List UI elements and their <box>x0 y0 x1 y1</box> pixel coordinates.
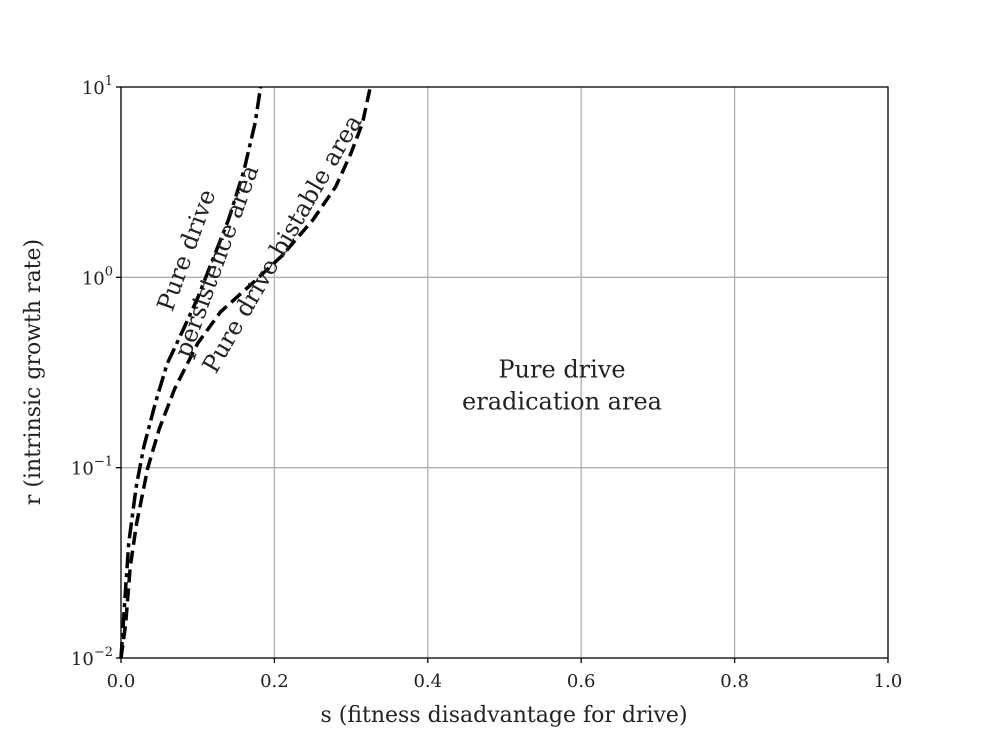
x-tick-label: 0.0 <box>107 671 136 692</box>
series-line-dashdot <box>119 86 263 659</box>
y-axis-label: r (intrinsic growth rate) <box>21 239 46 505</box>
y-tick-exponent: 1 <box>105 74 113 89</box>
annotation-line: eradication area <box>462 388 662 416</box>
series-line-dashed <box>119 86 373 659</box>
x-tick-label: 0.2 <box>260 671 289 692</box>
annotation: Pure drive eradication area <box>462 356 662 416</box>
x-tick-label: 0.8 <box>720 671 749 692</box>
x-tick-label: 0.4 <box>413 671 442 692</box>
y-tick-label: 10−1 <box>71 455 113 480</box>
y-tick-base: 10 <box>82 78 105 99</box>
y-tick-label: 10−2 <box>71 645 113 670</box>
plot-frame <box>120 86 889 659</box>
y-tick-label: 100 <box>82 264 113 289</box>
y-tick-base: 10 <box>82 268 105 289</box>
y-tick-exponent: −1 <box>94 455 113 470</box>
curves <box>119 86 373 659</box>
x-tick-label: 0.6 <box>567 671 596 692</box>
y-tick-base: 10 <box>71 459 94 480</box>
y-tick-label: 101 <box>82 74 113 99</box>
y-tick-exponent: 0 <box>105 264 113 279</box>
grid <box>121 87 888 658</box>
y-tick-exponent: −2 <box>94 645 113 660</box>
annotation-line: Pure drive <box>498 356 625 384</box>
x-axis-label: s (fitness disadvantage for drive) <box>320 703 687 728</box>
x-tick-label: 1.0 <box>874 671 903 692</box>
y-tick-base: 10 <box>71 649 94 670</box>
